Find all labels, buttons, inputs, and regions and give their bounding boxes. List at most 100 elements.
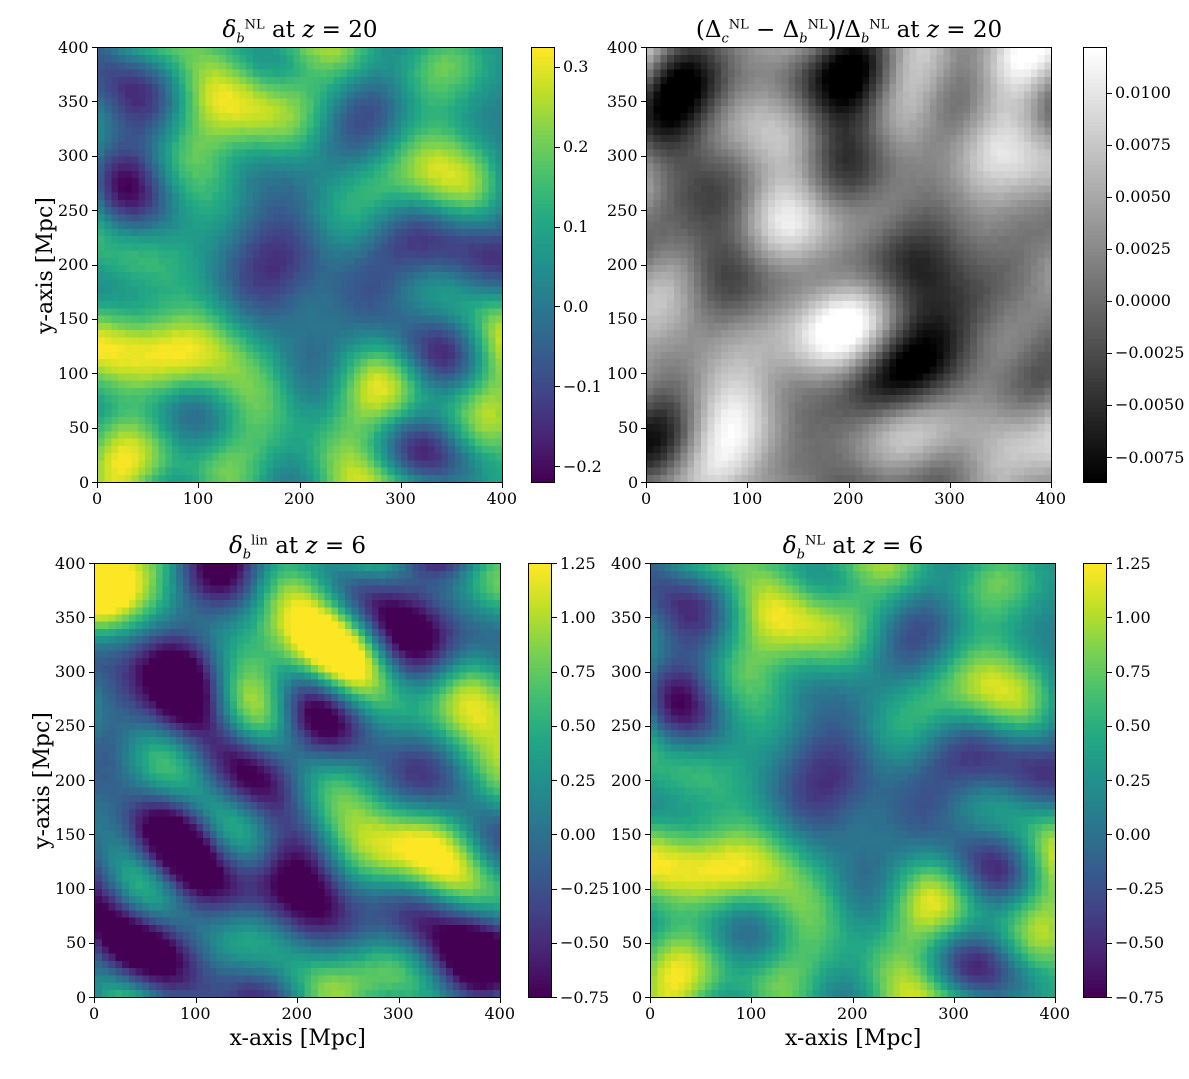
colorbar-step: [532, 82, 554, 88]
heatmap-cell: [124, 308, 132, 316]
heatmap-cell: [748, 134, 755, 143]
heatmap-cell: [300, 207, 307, 215]
heatmap-cell: [286, 431, 294, 439]
heatmap-cell: [259, 474, 267, 482]
heatmap-cell: [320, 301, 328, 309]
heatmap-cell: [401, 301, 408, 309]
heatmap-cell: [104, 91, 112, 99]
heatmap-cell: [333, 156, 341, 164]
heatmap-cell: [111, 395, 119, 403]
heatmap-cell: [468, 84, 476, 92]
heatmap-cell: [178, 453, 186, 461]
heatmap-cell: [875, 91, 883, 99]
heatmap-cell: [158, 409, 166, 418]
heatmap-cell: [252, 286, 260, 295]
heatmap-cell: [178, 380, 186, 389]
heatmap-cell: [118, 460, 126, 468]
heatmap-cell: [118, 178, 126, 186]
heatmap-cell: [138, 199, 146, 208]
heatmap-cell: [172, 467, 179, 475]
heatmap-cell: [158, 308, 166, 316]
heatmap-cell: [401, 438, 408, 446]
heatmap-cell: [326, 293, 334, 302]
heatmap-cell: [300, 105, 307, 114]
heatmap-cell: [111, 221, 119, 229]
heatmap-cell: [875, 76, 883, 85]
heatmap-cell: [246, 445, 254, 454]
heatmap-cell: [131, 395, 139, 403]
heatmap-cell: [104, 380, 112, 389]
heatmap-cell: [481, 91, 489, 99]
heatmap-cell: [475, 214, 482, 222]
heatmap-cell: [145, 344, 153, 352]
heatmap-cell: [333, 192, 341, 201]
heatmap-cell: [326, 163, 334, 172]
heatmap-cell: [741, 142, 749, 150]
heatmap-cell: [300, 149, 307, 157]
heatmap-cell: [219, 113, 227, 121]
heatmap-cell: [448, 185, 456, 193]
heatmap-cell: [313, 199, 321, 208]
heatmap-cell: [943, 76, 951, 85]
heatmap-cell: [427, 416, 435, 425]
heatmap-cell: [815, 105, 823, 114]
heatmap-cell: [673, 156, 681, 164]
heatmap-cell: [118, 221, 126, 229]
heatmap-cell: [300, 330, 307, 338]
colorbar-step: [532, 191, 554, 196]
heatmap-cell: [320, 69, 328, 78]
heatmap-cell: [475, 279, 482, 287]
heatmap-cell: [192, 445, 200, 454]
heatmap-cell: [475, 149, 482, 157]
heatmap-cell: [950, 156, 957, 164]
heatmap-cell: [232, 214, 240, 222]
heatmap-cell: [475, 156, 482, 164]
heatmap-cell: [225, 315, 233, 324]
heatmap-cell: [434, 127, 442, 135]
heatmap-cell: [929, 113, 937, 121]
heatmap-cell: [407, 445, 415, 454]
heatmap-cell: [741, 98, 749, 107]
heatmap-cell: [394, 293, 402, 302]
heatmap-cell: [232, 228, 240, 237]
heatmap-cell: [374, 351, 381, 360]
heatmap-cell: [192, 351, 200, 360]
colorbar-step: [532, 468, 554, 474]
heatmap-cell: [273, 330, 280, 338]
heatmap-cell: [448, 250, 456, 258]
heatmap-cell: [441, 330, 449, 338]
heatmap-cell: [118, 438, 126, 446]
heatmap-cell: [205, 250, 213, 258]
chart-title-part: = 20: [938, 17, 1003, 43]
heatmap-cell: [956, 127, 964, 135]
heatmap-cell: [313, 359, 321, 367]
colorbar-step: [532, 395, 554, 400]
heatmap-cell: [286, 257, 294, 266]
heatmap-cell: [976, 156, 984, 164]
heatmap-cell: [916, 185, 924, 193]
heatmap-cell: [461, 105, 469, 114]
heatmap-cell: [1010, 163, 1018, 172]
heatmap-cell: [131, 445, 139, 454]
colorbar-step: [532, 165, 554, 170]
heatmap-cell: [205, 272, 213, 280]
heatmap-cell: [434, 62, 442, 70]
heatmap-cell: [734, 170, 742, 179]
heatmap-cell: [660, 69, 668, 78]
heatmap-cell: [320, 424, 328, 432]
heatmap-cell: [421, 344, 429, 352]
heatmap-cell: [387, 134, 395, 143]
heatmap-cell: [448, 69, 456, 78]
colorbar-step: [532, 65, 554, 70]
heatmap-cell: [333, 48, 341, 56]
heatmap-cell: [407, 308, 415, 316]
heatmap-cell: [828, 113, 836, 121]
heatmap-cell: [441, 199, 449, 208]
heatmap-cell: [145, 48, 153, 56]
heatmap-cell: [360, 55, 368, 63]
heatmap-cell: [889, 113, 897, 121]
heatmap-cell: [347, 98, 355, 107]
heatmap-cell: [273, 257, 280, 266]
heatmap-cell: [647, 105, 654, 114]
heatmap-cell: [279, 308, 287, 316]
